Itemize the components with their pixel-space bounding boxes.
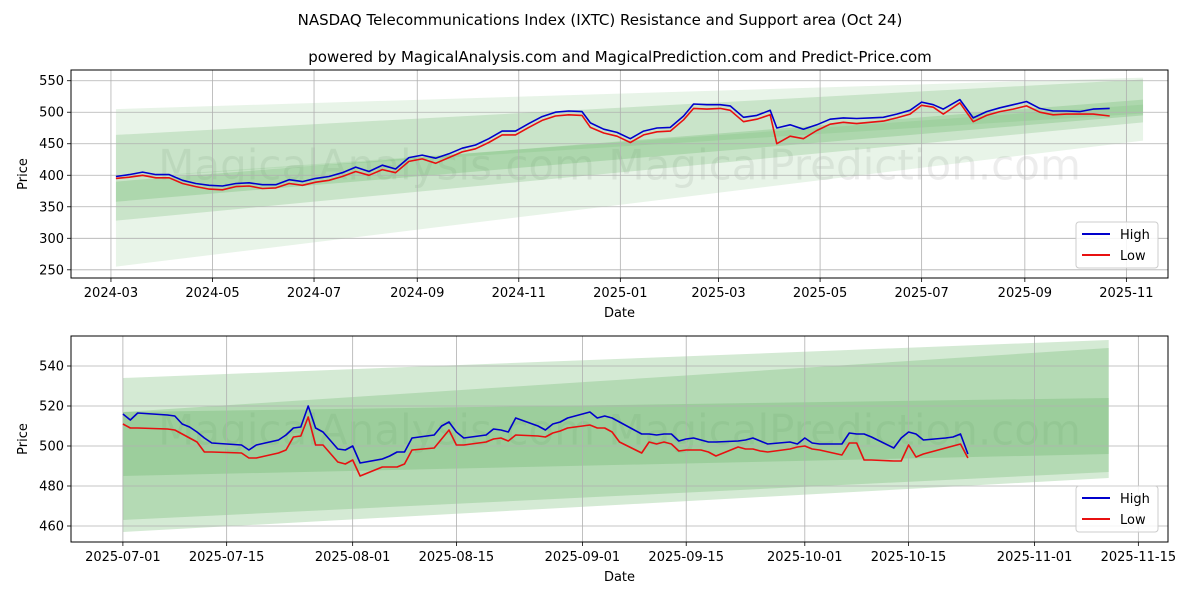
y-tick-label: 450 [39, 137, 64, 152]
x-axis-label: Date [604, 306, 635, 321]
y-tick-label: 250 [39, 263, 64, 278]
x-tick-label: 2025-01 [593, 286, 647, 301]
low-series-line [122, 416, 969, 477]
y-tick-label: 480 [39, 480, 64, 495]
band-area-2 [122, 348, 1109, 520]
x-tick-label: 2025-05 [793, 286, 847, 301]
band-area-2 [115, 79, 1144, 221]
high-series-line [122, 405, 969, 464]
x-tick-label: 2025-11-15 [1101, 550, 1177, 565]
watermark-text: MagicalAnalysis.com MagicalPrediction.co… [158, 140, 1081, 189]
y-tick-label: 500 [39, 440, 64, 455]
x-tick-label: 2025-10-15 [871, 550, 947, 565]
legend-label-low: Low [1120, 249, 1146, 264]
y-tick-label: 300 [39, 232, 64, 247]
y-tick-label: 520 [39, 400, 64, 415]
x-tick-label: 2025-08-15 [419, 550, 495, 565]
low-series-line [115, 102, 1110, 191]
y-tick-label: 550 [39, 74, 64, 89]
y-tick-label: 350 [39, 200, 64, 215]
chart-subtitle: powered by MagicalAnalysis.com and Magic… [308, 48, 932, 66]
x-tick-label: 2024-03 [84, 286, 138, 301]
x-tick-label: 2024-09 [390, 286, 444, 301]
x-tick-label: 2025-11 [1099, 286, 1153, 301]
x-axis-label: Date [604, 570, 635, 585]
x-tick-label: 2024-07 [287, 286, 341, 301]
y-axis-label: Price [16, 158, 31, 190]
legend: High Low [1075, 221, 1159, 269]
x-tick-label: 2025-07-01 [85, 550, 161, 565]
bottom-panel: MagicalAnalysis.com MagicalPrediction.co… [16, 335, 1177, 585]
legend: High Low [1075, 485, 1159, 533]
x-tick-label: 2024-11 [492, 286, 546, 301]
legend-label-high: High [1120, 228, 1150, 243]
band-area-1 [115, 77, 1144, 267]
plot-frame [70, 335, 1169, 543]
x-tick-label: 2025-07 [894, 286, 948, 301]
x-tick-label: 2025-07-15 [189, 550, 265, 565]
chart-title: NASDAQ Telecommunications Index (IXTC) R… [298, 11, 903, 29]
high-series-line [115, 98, 1110, 187]
plot-frame [70, 69, 1169, 279]
band-area-3 [115, 99, 1144, 202]
legend-label-low: Low [1120, 513, 1146, 528]
x-tick-label: 2025-03 [691, 286, 745, 301]
y-tick-label: 500 [39, 106, 64, 121]
y-tick-label: 460 [39, 520, 64, 535]
series-lines [115, 98, 1110, 191]
series-lines [122, 405, 969, 477]
x-tick-label: 2025-11-01 [997, 550, 1073, 565]
x-tick-label: 2025-09-01 [545, 550, 621, 565]
legend-label-high: High [1120, 492, 1150, 507]
x-tick-label: 2025-08-01 [315, 550, 391, 565]
y-tick-label: 540 [39, 360, 64, 375]
x-tick-label: 2025-09 [998, 286, 1052, 301]
x-tick-label: 2025-09-15 [648, 550, 724, 565]
grid-and-ticks: 2024-03 2024-05 2024-07 2024-09 2024-11 2025-… [39, 70, 1168, 301]
x-tick-label: 2025-10-01 [767, 550, 843, 565]
y-tick-label: 400 [39, 169, 64, 184]
y-axis-label: Price [16, 423, 31, 455]
x-tick-label: 2024-05 [185, 286, 239, 301]
top-panel: MagicalAnalysis.com MagicalPrediction.co… [16, 69, 1169, 321]
